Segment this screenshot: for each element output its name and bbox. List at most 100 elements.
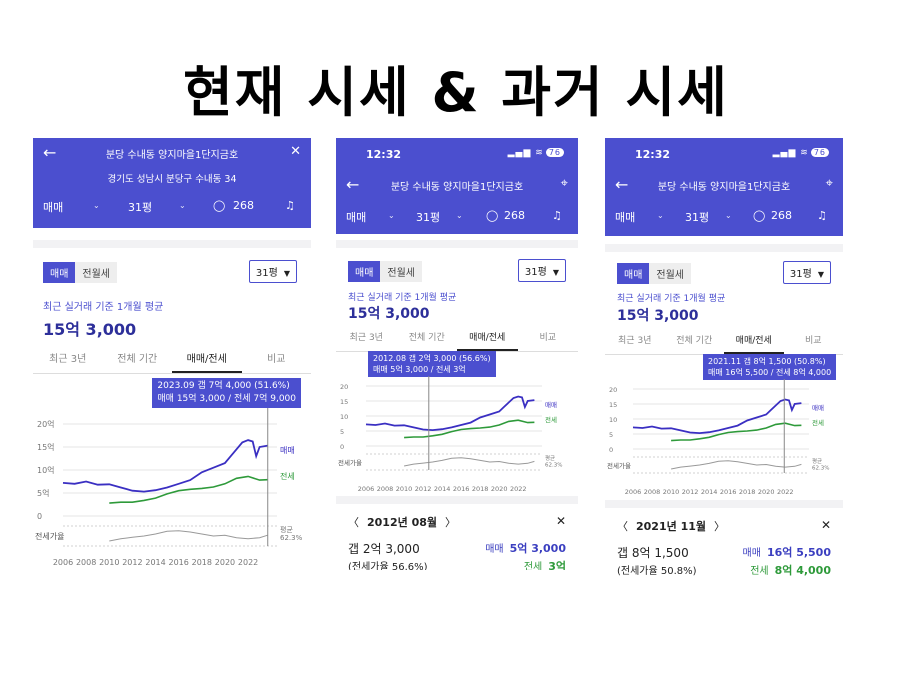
avg-price: 15억 3,000: [43, 320, 137, 339]
toggle-sale[interactable]: 매매: [43, 262, 76, 283]
jeonse-line: [109, 475, 268, 504]
tab-all[interactable]: 전체 기간: [408, 333, 445, 343]
detail-jeonse-label: 전세: [750, 566, 769, 577]
sale-rent-toggle: 매매 전월세: [617, 263, 692, 284]
ratio-line: [404, 457, 535, 467]
x-tick-label: 2020: [215, 558, 235, 567]
toggle-sale[interactable]: 매매: [348, 261, 381, 282]
trade-type-select[interactable]: 매매: [346, 211, 367, 224]
chevron-down-icon: ⌄: [725, 211, 732, 220]
chart-tooltip: 2012.08 갭 2억 3,000 (56.6%) 매매 5억 3,000 /…: [368, 351, 496, 377]
location-pin-icon[interactable]: ⌖: [560, 176, 568, 191]
chevron-left-icon[interactable]: 〈: [617, 520, 628, 533]
area-dropdown[interactable]: 31평 ▼: [248, 260, 297, 283]
close-icon[interactable]: ✕: [555, 514, 566, 528]
price-chart[interactable]: 20억 15억 10억 5억 0 전세가율 2006 2008 2010 2012 2014 2016…: [33, 408, 311, 568]
tab-sale-jeonse[interactable]: 매매/전세: [172, 350, 242, 373]
caret-down-icon: ▼: [817, 270, 824, 279]
legend-avg: 평균: [545, 455, 555, 462]
tab-recent-3y[interactable]: 최근 3년: [618, 336, 652, 346]
bell-icon[interactable]: ♫: [552, 209, 562, 222]
status-time: 12:32: [366, 148, 402, 161]
toggle-sale[interactable]: 매매: [617, 263, 650, 284]
sale-line: [632, 398, 802, 435]
avg-label: 최근 실거래 기준 1개월 평균: [43, 302, 164, 313]
detail-sale: 매매 16억 5,500: [743, 544, 831, 560]
back-arrow-icon[interactable]: ←: [43, 143, 57, 162]
area-select[interactable]: 31평: [128, 201, 153, 214]
trade-type-select[interactable]: 매매: [43, 201, 64, 214]
area-dropdown-value: 31평: [255, 268, 278, 279]
chevron-down-icon: ⌄: [179, 201, 186, 210]
comment-count[interactable]: 268: [504, 209, 525, 222]
avg-label: 최근 실거래 기준 1개월 평균: [617, 294, 726, 304]
close-icon[interactable]: ✕: [820, 518, 831, 532]
divider: [336, 496, 578, 504]
speech-bubble-icon[interactable]: ◯: [213, 199, 226, 212]
detail-ratio: (전세가율 56.6%): [348, 562, 428, 570]
speech-bubble-icon[interactable]: ◯: [753, 209, 766, 222]
x-tick-label: 2020: [758, 488, 775, 496]
chevron-right-icon[interactable]: 〉: [714, 520, 725, 533]
comment-count[interactable]: 268: [771, 209, 792, 222]
bell-icon[interactable]: ♫: [817, 209, 827, 222]
tab-all[interactable]: 전체 기간: [676, 336, 713, 346]
location-pin-icon[interactable]: ⌖: [825, 176, 833, 191]
tab-compare[interactable]: 비교: [539, 333, 557, 343]
area-select[interactable]: 31평: [685, 211, 710, 224]
tab-compare[interactable]: 비교: [804, 336, 822, 346]
toggle-jeonse[interactable]: 전월세: [75, 262, 118, 283]
ratio-axis-label: 전세가율: [607, 461, 631, 470]
comment-count[interactable]: 268: [233, 199, 254, 212]
y-tick-label: 5: [609, 431, 613, 439]
legend-jeonse: 전세: [812, 418, 824, 427]
chevron-down-icon: ⌄: [456, 211, 463, 220]
legend-ratio-pct: 62.3%: [812, 466, 829, 472]
avg-price: 15억 3,000: [348, 306, 430, 322]
toggle-jeonse[interactable]: 전월세: [649, 263, 692, 284]
y-tick-label: 20: [609, 386, 617, 394]
ratio-line: [671, 460, 802, 470]
x-tick-label: 2012: [122, 558, 142, 567]
detail-gap: 갭 8억 1,500: [617, 546, 689, 560]
divider: [605, 244, 843, 252]
back-arrow-icon[interactable]: ←: [346, 175, 360, 194]
y-tick-label: 15: [609, 401, 617, 409]
complex-title: 분당 수내동 양지마을1단지금호: [105, 150, 239, 161]
bell-icon[interactable]: ♫: [285, 199, 295, 212]
detail-jeonse-value: 8억 4,000: [774, 564, 831, 577]
chart-tooltip: 2023.09 갭 7억 4,000 (51.6%) 매매 15억 3,000 …: [152, 378, 301, 408]
area-select[interactable]: 31평: [416, 211, 441, 224]
tab-sale-jeonse[interactable]: 매매/전세: [457, 330, 518, 351]
title-row: ← 분당 수내동 양지마을1단지금호 ⌖: [336, 170, 578, 200]
tab-compare[interactable]: 비교: [267, 354, 286, 365]
area-dropdown[interactable]: 31평 ▼: [782, 261, 831, 284]
legend-jeonse: 전세: [280, 471, 295, 481]
chevron-down-icon: ⌄: [388, 211, 395, 220]
price-chart[interactable]: 20 15 10 5 0 전세가율 2006 2008 2010 2012 2014 2016 2018…: [605, 379, 843, 497]
tab-sale-jeonse[interactable]: 매매/전세: [724, 333, 784, 354]
area-dropdown-value: 31평: [524, 267, 547, 278]
signal-icon: ▂▄▆: [772, 148, 797, 158]
detail-jeonse: 전세 8억 4,000: [750, 562, 831, 578]
back-arrow-icon[interactable]: ←: [615, 175, 629, 194]
tab-all[interactable]: 전체 기간: [117, 354, 158, 365]
detail-gap: 갭 2억 3,000: [348, 542, 420, 556]
app-header: 12:32 ▂▄▆ ≋ 76 ← 분당 수내동 양지마을1단지금호 ⌖ 매매 ⌄ …: [605, 138, 843, 236]
tab-recent-3y[interactable]: 최근 3년: [349, 333, 383, 343]
x-tick-label: 2014: [145, 558, 165, 567]
chevron-right-icon[interactable]: 〉: [445, 516, 456, 529]
ratio-line: [109, 530, 268, 542]
trade-type-select[interactable]: 매매: [615, 211, 636, 224]
tab-recent-3y[interactable]: 최근 3년: [49, 354, 87, 365]
price-chart[interactable]: 20 15 10 5 0 전세가율 2006 2008 2010 2012 2014 2016 2018…: [336, 376, 578, 494]
avg-label: 최근 실거래 기준 1개월 평균: [348, 293, 457, 303]
close-icon[interactable]: ✕: [290, 144, 301, 159]
signal-icon: ▂▄▆: [507, 148, 532, 158]
x-tick-label: 2018: [192, 558, 212, 567]
chevron-left-icon[interactable]: 〈: [348, 516, 359, 529]
area-dropdown[interactable]: 31평 ▼: [517, 259, 566, 282]
speech-bubble-icon[interactable]: ◯: [486, 209, 499, 222]
wifi-icon: ≋: [535, 148, 544, 158]
toggle-jeonse[interactable]: 전월세: [380, 261, 423, 282]
